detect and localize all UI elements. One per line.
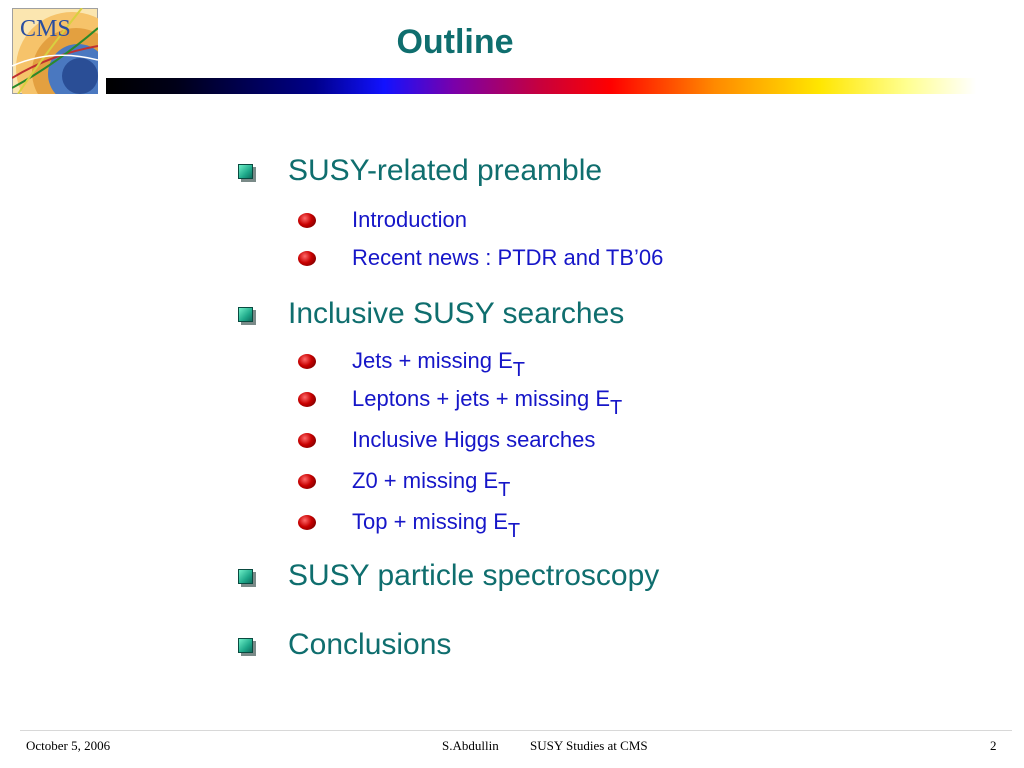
cms-logo-label: CMS (20, 16, 71, 42)
red-ball-bullet-icon (298, 251, 316, 266)
sub-item-label: Jets + missing ET (352, 348, 525, 381)
sub-item-introduction: Introduction (298, 207, 467, 237)
sub-item-higgs: Inclusive Higgs searches (298, 427, 595, 457)
outline-item-conclusions: Conclusions (238, 628, 451, 668)
red-ball-bullet-icon (298, 392, 316, 407)
footer-divider (20, 730, 1012, 731)
subscript-t: T (512, 359, 525, 381)
subscript-t: T (507, 520, 521, 542)
sub-item-label: Top + missing ET (352, 509, 521, 542)
red-ball-bullet-icon (298, 213, 316, 228)
outline-item-label: Inclusive SUSY searches (288, 297, 625, 330)
sub-item-label: Z0 + missing ET (352, 468, 511, 501)
sub-item-top-met: Top + missing ET (298, 509, 521, 542)
footer-date: October 5, 2006 (26, 738, 111, 753)
red-ball-bullet-icon (298, 354, 316, 369)
footer-page-number: 2 (990, 738, 997, 753)
sub-item-jets-met: Jets + missing ET (298, 348, 525, 381)
sub-item-recent-news: Recent news : PTDR and TB’06 (298, 245, 663, 275)
outline-item-preamble: SUSY-related preamble (238, 154, 602, 194)
sub-item-label: Recent news : PTDR and TB’06 (352, 245, 664, 270)
red-ball-bullet-icon (298, 433, 316, 448)
square-bullet-icon (238, 569, 253, 584)
red-ball-bullet-icon (298, 474, 316, 489)
subscript-t: T (498, 479, 511, 501)
outline-item-label: SUSY particle spectroscopy (288, 559, 660, 592)
title-gradient-bar (106, 78, 976, 94)
sub-item-label: Inclusive Higgs searches (352, 427, 596, 452)
sub-item-leptons-jets-met: Leptons + jets + missing ET (298, 386, 623, 419)
square-bullet-icon (238, 638, 253, 653)
sub-item-label: Introduction (352, 207, 467, 232)
outline-item-inclusive-searches: Inclusive SUSY searches (238, 297, 624, 337)
sub-item-label: Leptons + jets + missing ET (352, 386, 623, 419)
sub-item-z0-met: Z0 + missing ET (298, 468, 511, 501)
red-ball-bullet-icon (298, 515, 316, 530)
outline-item-label: Conclusions (288, 628, 452, 661)
footer-talk-title: SUSY Studies at CMS (530, 738, 648, 753)
outline-item-spectroscopy: SUSY particle spectroscopy (238, 559, 659, 599)
slide-title: Outline (396, 23, 514, 61)
footer-author: S.Abdullin (442, 738, 499, 753)
square-bullet-icon (238, 164, 253, 179)
subscript-t: T (610, 397, 623, 419)
outline-item-label: SUSY-related preamble (288, 154, 603, 187)
square-bullet-icon (238, 307, 253, 322)
